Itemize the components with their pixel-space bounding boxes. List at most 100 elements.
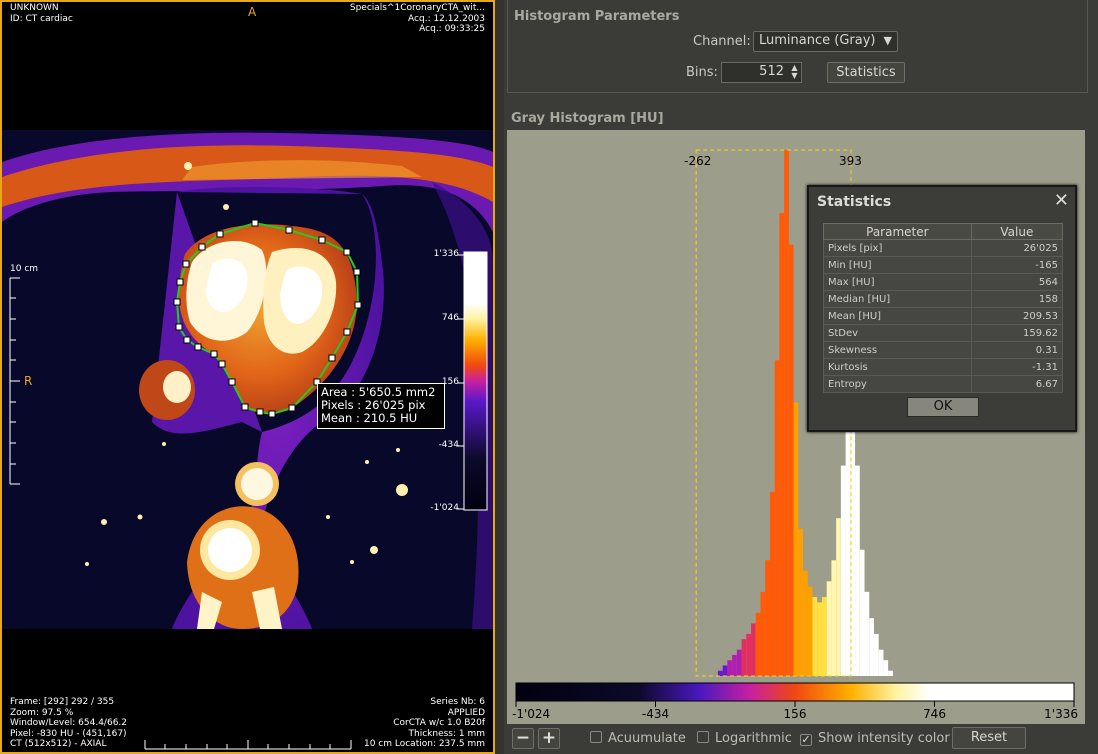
stat-value: 564 — [970, 273, 1064, 291]
series-info: Series Nb: 6 APPLIED CorCTA w/c 1.0 B20f… — [364, 697, 485, 750]
logarithmic-checkbox[interactable]: Logarithmic — [697, 731, 792, 746]
histogram-bar — [850, 376, 856, 676]
roi-handle[interactable] — [318, 236, 326, 244]
table-row: Median [HU] 158 — [823, 290, 1064, 308]
range-low-label: -262 — [684, 154, 711, 168]
roi-handle[interactable] — [182, 260, 190, 268]
stat-parameter: Pixels [pix] — [823, 239, 972, 257]
roi-handle[interactable] — [176, 278, 184, 286]
window-level: Window/Level: 654.4/66.2 — [10, 718, 128, 728]
table-row: Min [HU] -165 — [823, 256, 1064, 274]
roi-handle[interactable] — [288, 404, 296, 412]
histogram-bar — [732, 654, 737, 676]
roi-mean: Mean : 210.5 HU — [321, 411, 418, 425]
histogram-bar — [831, 560, 837, 676]
histogram-bar — [746, 633, 752, 676]
colorbar-label-3: 156 — [441, 377, 459, 387]
histogram-bar — [888, 670, 893, 676]
axis-label: 1'336 — [1044, 707, 1078, 721]
roi-handle[interactable] — [256, 408, 264, 416]
roi-info-box[interactable]: Area : 5'650.5 mm2 Pixels : 26'025 pix M… — [317, 383, 445, 429]
stat-value: 209.53 — [970, 307, 1064, 325]
table-row: Skewness 0.31 — [823, 341, 1064, 359]
roi-handle[interactable] — [218, 360, 226, 368]
accumulate-checkbox[interactable]: Acuumulate — [590, 731, 686, 746]
zoom-in-button[interactable]: + — [538, 728, 560, 749]
colorbar-label-4: -434 — [438, 440, 459, 450]
roi-handle[interactable] — [216, 230, 224, 238]
range-selection[interactable] — [695, 149, 852, 677]
roi-handle[interactable] — [175, 323, 183, 331]
show-color-checkbox[interactable]: ✓ Show intensity color — [800, 731, 950, 746]
roi-handles[interactable] — [173, 219, 362, 418]
roi-handle[interactable] — [173, 298, 181, 306]
roi-handle[interactable] — [251, 219, 259, 227]
stat-parameter: Mean [HU] — [823, 307, 972, 325]
roi-handle[interactable] — [194, 343, 202, 351]
image-viewer[interactable]: UNKNOWN ID: CT cardiac Specials^1Coronar… — [0, 0, 495, 754]
roi-handle[interactable] — [285, 226, 293, 234]
channel-select[interactable]: Luminance (Gray) ▼ — [753, 31, 898, 52]
bins-value: 512 — [759, 64, 784, 79]
zoom-out-button[interactable]: − — [512, 728, 534, 749]
scale-label: 10 cm — [10, 264, 39, 274]
scale-ruler — [9, 277, 20, 485]
histogram-bar — [864, 591, 870, 676]
image-type: CT (512x512) - AXIAL — [10, 739, 107, 749]
spin-arrows-icon[interactable]: ▲ ▼ — [791, 63, 798, 80]
series-number: Series Nb: 6 — [430, 697, 485, 707]
colorbar-label-2: 746 — [441, 313, 459, 323]
stat-parameter: Median [HU] — [823, 290, 972, 308]
histogram-bar — [836, 518, 841, 676]
roi-handle[interactable] — [210, 350, 218, 358]
series-protocol: CorCTA w/c 1.0 B20f — [393, 718, 485, 728]
dialog-title: Statistics — [817, 194, 892, 210]
histogram-bar — [788, 244, 794, 676]
roi-handle[interactable] — [268, 410, 276, 418]
histogram-toolbar: − + Acuumulate Logarithmic ✓ Show intensi… — [504, 724, 1098, 754]
histogram-bar — [779, 213, 785, 676]
roi-handle[interactable] — [241, 403, 249, 411]
stat-value: 26'025 — [970, 239, 1064, 257]
histogram-bar — [741, 639, 747, 676]
bins-spinbox[interactable]: 512 ▲ ▼ — [721, 62, 802, 83]
roi-handle[interactable] — [183, 336, 191, 344]
ok-button[interactable]: OK — [907, 397, 979, 417]
checkmark-icon: ✓ — [800, 733, 812, 746]
roi-handle[interactable] — [343, 328, 351, 336]
histogram-bar — [855, 465, 860, 676]
reset-button[interactable]: Reset — [952, 727, 1026, 749]
roi-handle[interactable] — [353, 268, 361, 276]
roi-handle[interactable] — [328, 354, 336, 362]
histogram-bar — [859, 549, 865, 676]
params-group — [507, 0, 1088, 93]
statistics-button[interactable]: Statistics — [827, 62, 905, 83]
params-title: Histogram Parameters — [514, 9, 680, 24]
histogram-bar — [774, 360, 780, 676]
close-icon[interactable]: ✕ — [1053, 190, 1069, 211]
slice-thickness: Thickness: 1 mm — [408, 728, 486, 739]
channel-value: Luminance (Gray) — [759, 33, 876, 48]
roi-area: Area : 5'650.5 mm2 — [321, 385, 436, 399]
stat-parameter: Kurtosis — [823, 358, 972, 376]
roi-pixels: Pixels : 26'025 pix — [321, 398, 426, 412]
statistics-dialog[interactable]: Statistics ✕ Parameter Value Pixels [pix… — [807, 185, 1077, 432]
histogram-bar — [717, 670, 723, 676]
roi-handle[interactable] — [228, 378, 236, 386]
ct-image[interactable] — [2, 2, 493, 752]
roi-handle[interactable] — [198, 243, 206, 251]
patient-name: UNKNOWN — [10, 3, 59, 13]
bins-label: Bins: — [686, 65, 718, 80]
histogram-bar — [755, 612, 761, 676]
panel-splitter[interactable] — [495, 0, 504, 754]
axis-label: -1'024 — [512, 707, 550, 721]
roi-handle[interactable] — [354, 301, 362, 309]
roi-handle[interactable] — [343, 248, 351, 256]
checkbox-unchecked-icon — [590, 731, 602, 743]
histogram-bar — [765, 560, 770, 676]
histogram-bar — [883, 660, 889, 676]
histogram-bar — [793, 402, 799, 676]
axis-label: 746 — [923, 707, 946, 721]
histogram-chart[interactable]: -262 393 -1'024 -434 156 746 1'336 — [507, 130, 1085, 724]
slice-location: 10 cm Location: 237.5 mm — [363, 739, 485, 749]
